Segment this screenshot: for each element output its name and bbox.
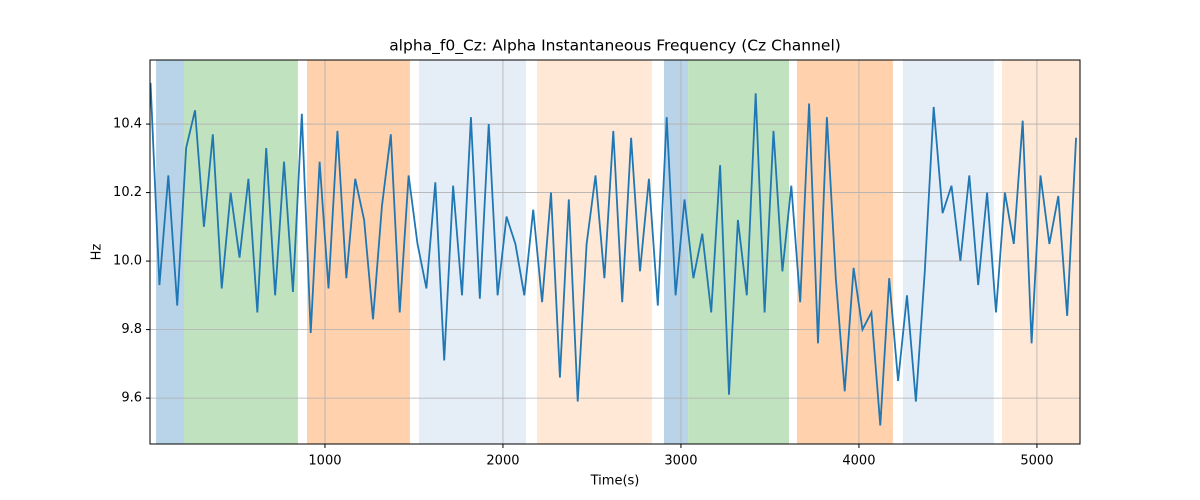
shaded-span bbox=[306, 60, 411, 444]
shaded-span bbox=[1002, 60, 1080, 444]
y-tick-label: 10.2 bbox=[113, 185, 142, 200]
x-tick-label: 5000 bbox=[1020, 454, 1053, 469]
shaded-span bbox=[418, 60, 526, 444]
shaded-span bbox=[664, 60, 689, 444]
x-tick-label: 1000 bbox=[308, 454, 341, 469]
y-tick-label: 9.6 bbox=[121, 391, 142, 406]
data-line bbox=[150, 82, 1077, 426]
shaded-span bbox=[688, 60, 789, 444]
line-layer bbox=[150, 82, 1077, 426]
label-layer: 1000 2000 3000 4000 5000 9.6 9.8 10.0 10.2 10.4 bbox=[113, 117, 1053, 469]
y-tick-label: 10.4 bbox=[113, 117, 142, 132]
y-tick-label: 9.8 bbox=[121, 322, 142, 337]
chart-title: alpha_f0_Cz: Alpha Instantaneous Frequen… bbox=[389, 37, 841, 56]
x-axis-label: Time(s) bbox=[590, 474, 640, 489]
y-axis-label: Hz bbox=[90, 244, 105, 261]
y-tick-label: 10.0 bbox=[113, 254, 142, 269]
x-tick-label: 4000 bbox=[842, 454, 875, 469]
x-tick-label: 3000 bbox=[664, 454, 697, 469]
x-tick-label: 2000 bbox=[486, 454, 519, 469]
plot-frame bbox=[149, 59, 1081, 445]
